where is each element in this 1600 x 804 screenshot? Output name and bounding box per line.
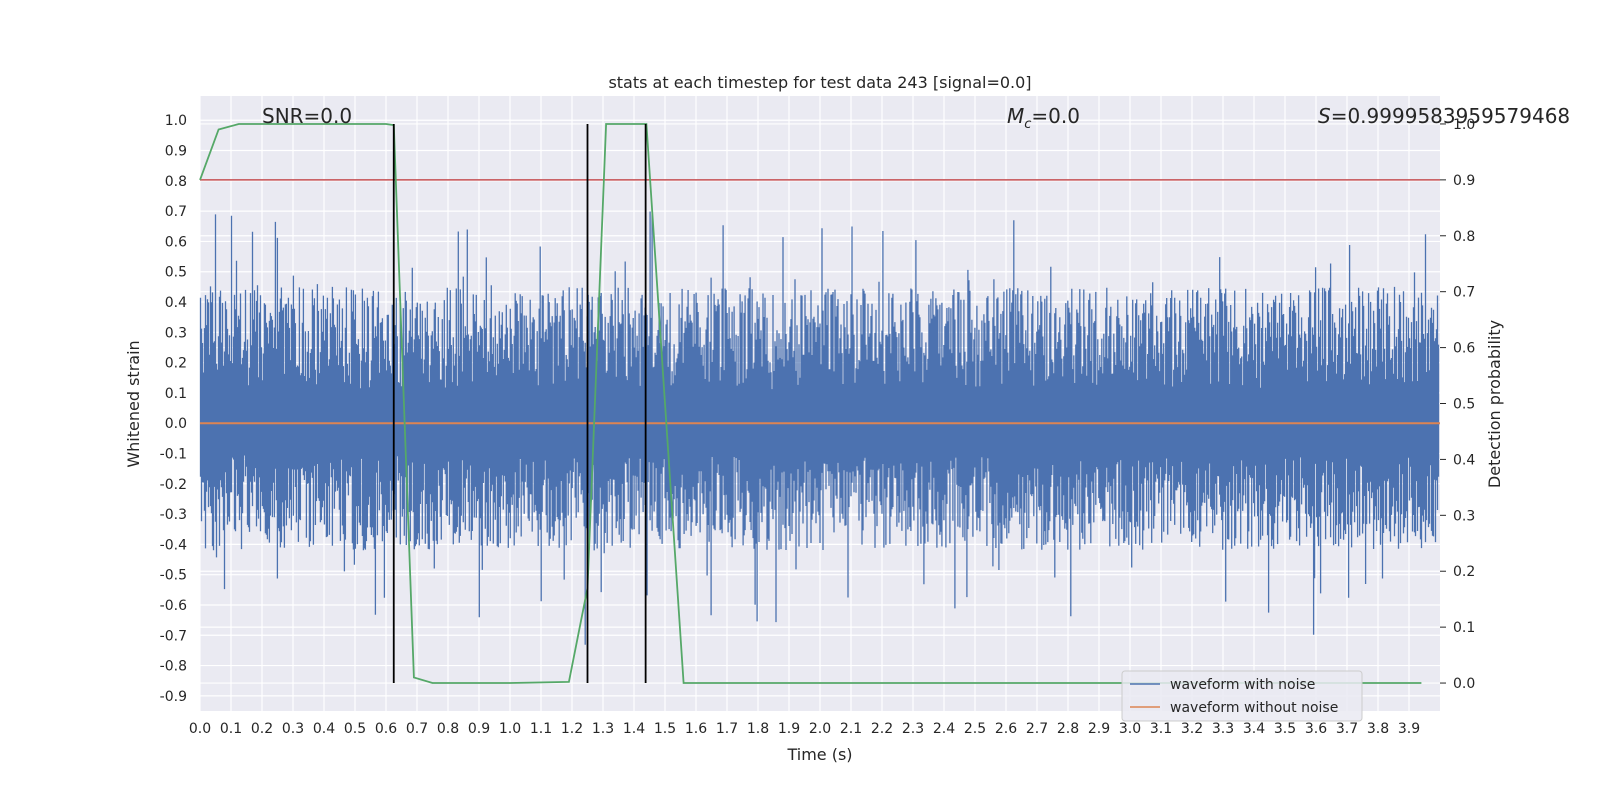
noise-waveform: [199, 211, 1440, 645]
y-tick-label: -0.7: [160, 628, 187, 644]
x-tick-label: 2.7: [1026, 721, 1048, 737]
x-tick-label: 1.3: [592, 721, 614, 737]
x-tick-label: 3.5: [1274, 721, 1296, 737]
y-tick-label: 0.1: [165, 386, 187, 402]
y-tick-label: 0.8: [165, 174, 187, 190]
legend-entry-clean: waveform without noise: [1170, 700, 1338, 716]
y-tick-label: -0.1: [160, 446, 187, 462]
x-tick-label: 2.3: [902, 721, 924, 737]
mc-annotation: Mc=0.0: [1007, 104, 1080, 132]
x-tick-label: 0.0: [189, 721, 211, 737]
s-annotation: S=0.9999583959579468: [1318, 104, 1570, 128]
legend-box: [1121, 670, 1363, 722]
s-symbol: S: [1318, 104, 1331, 128]
x-tick-label: 3.4: [1243, 721, 1265, 737]
y-tick-label: 0.9: [165, 144, 187, 160]
y-tick-label: -0.3: [160, 507, 187, 523]
x-tick-label: 3.9: [1398, 721, 1420, 737]
x-tick-label: 1.0: [499, 721, 521, 737]
x-tick-label: 0.8: [437, 721, 459, 737]
y-right-tick-label: 0.2: [1453, 564, 1475, 580]
x-tick-label: 0.7: [406, 721, 428, 737]
s-value: =0.9999583959579468: [1331, 104, 1570, 128]
x-tick-label: 2.1: [840, 721, 862, 737]
y-tick-label: 0.2: [165, 356, 187, 372]
x-tick-label: 0.5: [344, 721, 366, 737]
chart-title: stats at each timestep for test data 243…: [608, 73, 1031, 92]
x-tick-label: 3.7: [1336, 721, 1358, 737]
y-tick-label: 0.4: [165, 295, 187, 311]
x-tick-label: 1.4: [623, 721, 645, 737]
x-tick-label: 0.6: [375, 721, 397, 737]
y-tick-label: 0.5: [165, 265, 187, 281]
y-tick-label: -0.4: [160, 537, 187, 553]
x-tick-label: 2.8: [1057, 721, 1079, 737]
legend-entry-noise: waveform with noise: [1170, 677, 1315, 693]
y-right-tick-label: 0.6: [1453, 341, 1475, 357]
y-tick-label: -0.2: [160, 477, 187, 493]
series-lines: [199, 123, 1440, 684]
y-axis-right-label: Detection probability: [1485, 320, 1504, 488]
snr-annotation: SNR=0.0: [262, 104, 352, 128]
x-tick-label: 1.9: [778, 721, 800, 737]
y-tick-label: 0.3: [165, 325, 187, 341]
detection-probability-line: [199, 123, 1422, 684]
x-tick-label: 0.9: [468, 721, 490, 737]
x-axis-label: Time (s): [786, 745, 852, 764]
x-tick-label: 0.4: [313, 721, 335, 737]
y-tick-label: 1.0: [165, 113, 187, 129]
y-right-tick-label: 0.7: [1453, 285, 1475, 301]
y-right-tick-label: 1.0: [1453, 117, 1475, 133]
x-tick-label: 3.0: [1119, 721, 1141, 737]
x-tick-label: 2.0: [809, 721, 831, 737]
y-right-tick-label: 0.1: [1453, 620, 1475, 636]
y-tick-label: 0.0: [165, 416, 187, 432]
y-right-tick-label: 0.4: [1453, 452, 1475, 468]
y-axis-ticks: 1.0 0.9 0.8 0.7 0.6 0.5 0.4 0.3 0.2 0.1 0.0 -0.1 -0.…: [160, 113, 187, 705]
x-tick-label: 0.3: [282, 721, 304, 737]
x-tick-label: 2.4: [933, 721, 955, 737]
x-tick-label: 1.8: [747, 721, 769, 737]
x-tick-label: 3.1: [1150, 721, 1172, 737]
y-right-tick-label: 0.0: [1453, 676, 1475, 692]
x-tick-label: 0.1: [220, 721, 242, 737]
x-tick-label: 1.7: [716, 721, 738, 737]
y-axis-right-ticks: 1.0 0.9 0.8 0.7 0.6 0.5 0.4 0.3 0.2 0.1 0.0: [1440, 117, 1475, 692]
y-tick-label: 0.7: [165, 204, 187, 220]
x-tick-label: 2.2: [871, 721, 893, 737]
x-tick-label: 3.3: [1212, 721, 1234, 737]
y-tick-label: -0.9: [160, 689, 187, 705]
mc-value: =0.0: [1031, 104, 1080, 128]
x-tick-label: 1.2: [561, 721, 583, 737]
x-tick-label: 2.5: [964, 721, 986, 737]
y-right-tick-label: 0.9: [1453, 173, 1475, 189]
legend: waveform with noise waveform without noi…: [1121, 670, 1363, 722]
x-tick-label: 1.6: [685, 721, 707, 737]
x-tick-label: 1.5: [654, 721, 676, 737]
mc-symbol: M: [1007, 104, 1024, 128]
y-tick-label: -0.8: [160, 659, 187, 675]
y-axis-label: Whitened strain: [124, 340, 143, 467]
y-tick-label: -0.5: [160, 568, 187, 584]
x-tick-label: 3.6: [1305, 721, 1327, 737]
x-tick-label: 2.6: [995, 721, 1017, 737]
y-right-tick-label: 0.3: [1453, 508, 1475, 524]
y-right-tick-label: 0.8: [1453, 229, 1475, 245]
y-tick-label: 0.6: [165, 234, 187, 250]
x-axis-ticks: 0.0 0.1 0.2 0.3 0.4 0.5 0.6 0.7 0.8 0.9 1.0 1.1 1.2 1…: [189, 721, 1420, 737]
mc-subscript: c: [1024, 117, 1031, 132]
x-tick-label: 1.1: [530, 721, 552, 737]
y-tick-label: -0.6: [160, 598, 187, 614]
series-waveform-with-noise: [199, 211, 1440, 645]
y-right-tick-label: 0.5: [1453, 397, 1475, 413]
x-tick-label: 3.2: [1181, 721, 1203, 737]
x-tick-label: 0.2: [251, 721, 273, 737]
x-tick-label: 3.8: [1367, 721, 1389, 737]
x-tick-label: 2.9: [1088, 721, 1110, 737]
